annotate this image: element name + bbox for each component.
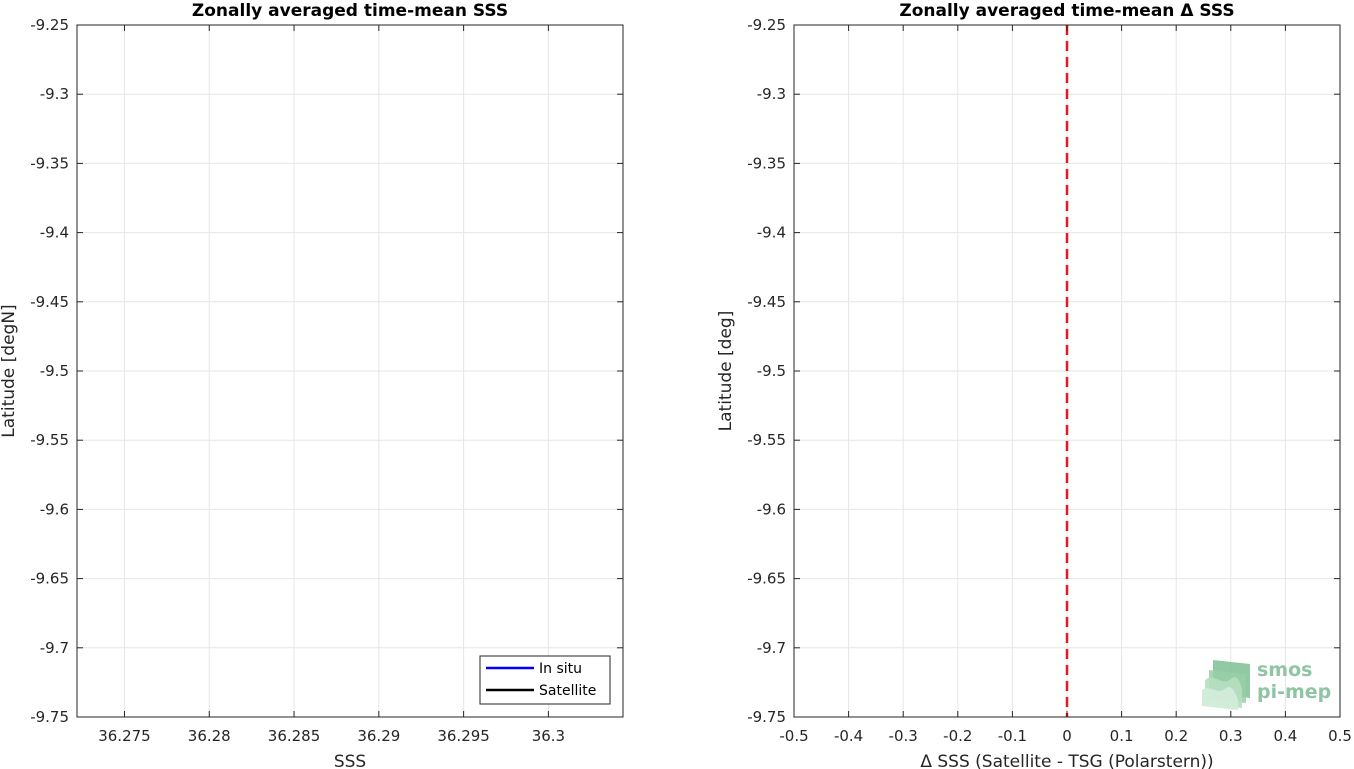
y-tick-label: -9.4 xyxy=(40,224,69,242)
x-tick-label: 0.2 xyxy=(1164,727,1188,745)
y-tick-label: -9.3 xyxy=(40,85,69,103)
y-tick-label: -9.25 xyxy=(747,16,786,34)
x-tick-label: 0.4 xyxy=(1273,727,1297,745)
y-tick-label: -9.6 xyxy=(40,500,69,518)
sss-y-axis-label: Latitude [degN] xyxy=(0,304,19,437)
x-tick-label: 36.29 xyxy=(357,727,400,745)
logo-waves-icon xyxy=(1202,660,1250,710)
smos-pi-mep-logo: smos pi-mep xyxy=(1202,659,1331,710)
x-tick-label: 0.5 xyxy=(1328,727,1352,745)
delta-sss-x-axis-label: Δ SSS (Satellite - TSG (Polarstern)) xyxy=(920,752,1213,769)
y-tick-label: -9.6 xyxy=(757,500,786,518)
x-tick-label: -0.5 xyxy=(779,727,808,745)
delta-sss-y-axis-label: Latitude [deg] xyxy=(716,311,736,432)
x-tick-label: 36.28 xyxy=(188,727,231,745)
x-tick-label: -0.2 xyxy=(943,727,972,745)
y-tick-label: -9.35 xyxy=(747,154,786,172)
y-tick-label: -9.75 xyxy=(747,708,786,726)
x-tick-label: 36.275 xyxy=(98,727,151,745)
x-tick-label: -0.1 xyxy=(998,727,1027,745)
logo-text-pi-mep: pi-mep xyxy=(1257,681,1331,703)
x-tick-label: 0.1 xyxy=(1110,727,1134,745)
y-tick-label: -9.65 xyxy=(30,570,69,588)
sss-x-axis-label: SSS xyxy=(334,752,366,769)
x-tick-label: 36.3 xyxy=(532,727,565,745)
y-tick-label: -9.55 xyxy=(30,431,69,449)
y-tick-label: -9.25 xyxy=(30,16,69,34)
x-tick-label: -0.3 xyxy=(889,727,918,745)
y-tick-label: -9.7 xyxy=(40,639,69,657)
y-tick-label: -9.45 xyxy=(30,293,69,311)
sss-panel: 36.275 36.28 36.285 36.29 36.295 36.3 -9.25 -9.… xyxy=(0,1,624,769)
sss-legend: In situ Satellite xyxy=(479,655,611,705)
sss-ticks: 36.275 36.28 36.285 36.29 36.295 36.3 -9.25 -9.… xyxy=(30,16,623,745)
x-tick-label: 0.3 xyxy=(1219,727,1243,745)
y-tick-label: -9.5 xyxy=(40,362,69,380)
legend-label-in-situ: In situ xyxy=(539,661,582,677)
y-tick-label: -9.65 xyxy=(747,570,786,588)
legend-label-satellite: Satellite xyxy=(539,683,596,699)
legend-box xyxy=(479,655,611,705)
y-tick-label: -9.35 xyxy=(30,154,69,172)
x-tick-label: 36.285 xyxy=(268,727,321,745)
logo-text-smos: smos xyxy=(1257,659,1312,681)
x-tick-label: -0.4 xyxy=(834,727,863,745)
delta-sss-ticks: -0.5 -0.4 -0.3 -0.2 -0.1 0 0.1 0.2 0.3 0.4 0.5 -9.2… xyxy=(747,16,1352,745)
x-tick-label: 36.295 xyxy=(437,727,490,745)
x-tick-label: 0 xyxy=(1062,727,1072,745)
y-tick-label: -9.45 xyxy=(747,293,786,311)
y-tick-label: -9.7 xyxy=(757,639,786,657)
delta-sss-chart-title: Zonally averaged time-mean Δ SSS xyxy=(899,1,1234,21)
y-tick-label: -9.3 xyxy=(757,85,786,103)
y-tick-label: -9.55 xyxy=(747,431,786,449)
sss-chart-title: Zonally averaged time-mean SSS xyxy=(192,1,508,21)
sss-gridlines xyxy=(77,24,623,718)
delta-sss-panel: -0.5 -0.4 -0.3 -0.2 -0.1 0 0.1 0.2 0.3 0.4 0.5 -9.2… xyxy=(716,1,1352,769)
y-tick-label: -9.5 xyxy=(757,362,786,380)
y-tick-label: -9.75 xyxy=(30,708,69,726)
y-tick-label: -9.4 xyxy=(757,224,786,242)
